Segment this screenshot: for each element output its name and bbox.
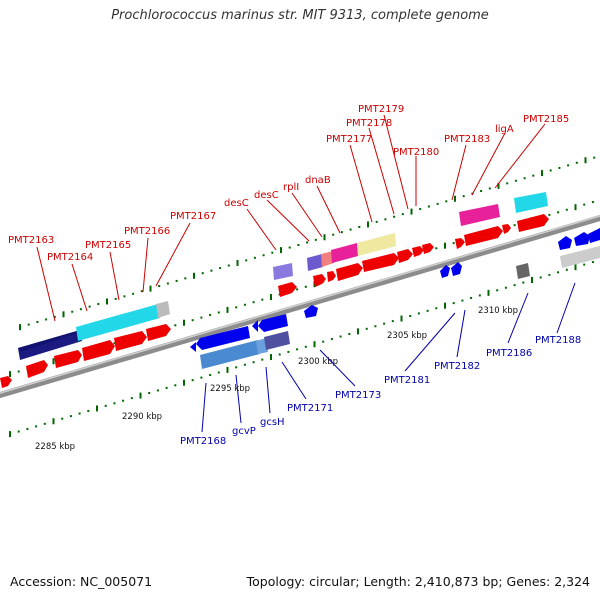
label-desC-1: desC bbox=[224, 198, 249, 209]
label-PMT2166: PMT2166 bbox=[124, 226, 170, 237]
gene-rplI bbox=[321, 251, 334, 267]
label-PMT2180: PMT2180 bbox=[393, 147, 439, 158]
gene-desC-2 bbox=[307, 254, 323, 271]
label-PMT2167: PMT2167 bbox=[170, 211, 216, 222]
label-PMT2177: PMT2177 bbox=[326, 134, 372, 145]
gene-PMT2185 bbox=[514, 192, 548, 213]
scale-label-2290: 2290 kbp bbox=[122, 412, 162, 422]
label-gcvP: gcvP bbox=[232, 426, 256, 437]
bottom-labels: PMT2168 gcvP gcsH PMT2171 PMT2173 PMT218… bbox=[180, 335, 581, 447]
label-rplI: rplI bbox=[283, 182, 299, 193]
label-PMT2163: PMT2163 bbox=[8, 235, 54, 246]
scale-label-2305: 2305 kbp bbox=[387, 331, 427, 341]
genome-stats-text: Topology: circular; Length: 2,410,873 bp… bbox=[246, 574, 590, 589]
gene-desC-1 bbox=[273, 263, 293, 280]
gene-PMT2164 bbox=[18, 330, 80, 352]
top-leader-lines bbox=[36, 114, 546, 322]
gene-dnaB bbox=[331, 243, 358, 263]
tick-marks bbox=[9, 156, 596, 438]
scale-label-2295: 2295 kbp bbox=[210, 384, 250, 394]
top-labels: PMT2163 PMT2164 PMT2165 PMT2166 PMT2167 … bbox=[8, 104, 569, 263]
label-PMT2182: PMT2182 bbox=[434, 361, 480, 372]
label-ligA: ligA bbox=[495, 124, 514, 135]
label-PMT2173: PMT2173 bbox=[335, 390, 381, 401]
label-gcsH: gcsH bbox=[260, 417, 285, 428]
map-title: Prochlorococcus marinus str. MIT 9313, c… bbox=[111, 8, 489, 23]
label-PMT2181: PMT2181 bbox=[384, 375, 430, 386]
label-PMT2165: PMT2165 bbox=[85, 240, 131, 251]
gene-PMT2177 bbox=[357, 233, 396, 256]
label-PMT2171: PMT2171 bbox=[287, 403, 333, 414]
dna-backbone-highlight bbox=[0, 215, 600, 394]
scale-label-2285: 2285 kbp bbox=[35, 442, 75, 452]
label-PMT2164: PMT2164 bbox=[47, 252, 93, 263]
reverse-genes bbox=[190, 228, 600, 369]
scale-labels: 2285 kbp 2290 kbp 2295 kbp 2300 kbp 2305… bbox=[35, 306, 518, 452]
label-PMT2186: PMT2186 bbox=[486, 348, 532, 359]
label-PMT2179: PMT2179 bbox=[358, 104, 404, 115]
label-desC-2: desC bbox=[254, 190, 279, 201]
label-PMT2168: PMT2168 bbox=[180, 436, 226, 447]
label-PMT2185: PMT2185 bbox=[523, 114, 569, 125]
scale-label-2300: 2300 kbp bbox=[298, 357, 338, 367]
scale-label-2310: 2310 kbp bbox=[478, 306, 518, 316]
forward-genes bbox=[0, 192, 549, 388]
label-PMT2188: PMT2188 bbox=[535, 335, 581, 346]
gene-PMT2163 bbox=[18, 330, 82, 360]
label-PMT2183: PMT2183 bbox=[444, 134, 490, 145]
gene-PMT2166 bbox=[156, 301, 170, 318]
bottom-leader-lines bbox=[201, 282, 576, 433]
accession-text: Accession: NC_005071 bbox=[10, 574, 153, 589]
label-dnaB: dnaB bbox=[305, 175, 331, 186]
gene-PMT2165 bbox=[76, 304, 160, 341]
label-PMT2178: PMT2178 bbox=[346, 118, 392, 129]
gene-PMT2183 bbox=[459, 204, 500, 226]
dna-backbone bbox=[0, 214, 600, 399]
